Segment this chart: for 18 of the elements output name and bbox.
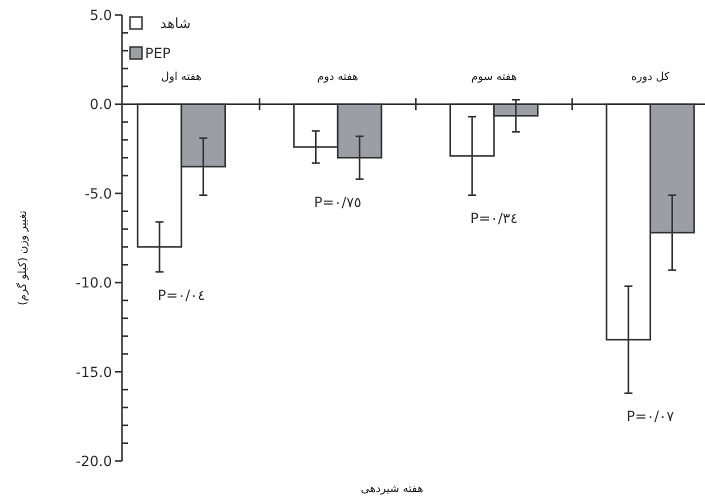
x-tick-label: هفته اول (161, 70, 202, 84)
y-tick-label: -5.0 (84, 186, 112, 202)
x-axis-title: هفته شیردهی (360, 482, 424, 495)
y-tick-label: -10.0 (76, 276, 112, 292)
annotation: P=٠/٠٤ (158, 288, 206, 304)
x-tick-label: هفته سوم (471, 70, 518, 84)
annotation: P=٠/٠٧ (626, 409, 675, 426)
legend-label: شاهد (160, 16, 191, 32)
x-tick-label: هفته دوم (317, 70, 358, 84)
y-axis-title: تغییر وزن (کیلو گرم) (16, 210, 29, 306)
annotation: P=٠/٣٤ (470, 211, 518, 228)
y-tick-label: 5.0 (90, 8, 112, 24)
x-tick-label: کل دوره (631, 70, 670, 84)
y-tick-label: 0.0 (90, 97, 112, 114)
y-tick-label: -20.0 (76, 454, 112, 470)
annotation: P=٠/٧٥ (314, 195, 362, 212)
legend-label: PEP (145, 46, 171, 62)
y-tick-label: -15.0 (76, 364, 112, 381)
